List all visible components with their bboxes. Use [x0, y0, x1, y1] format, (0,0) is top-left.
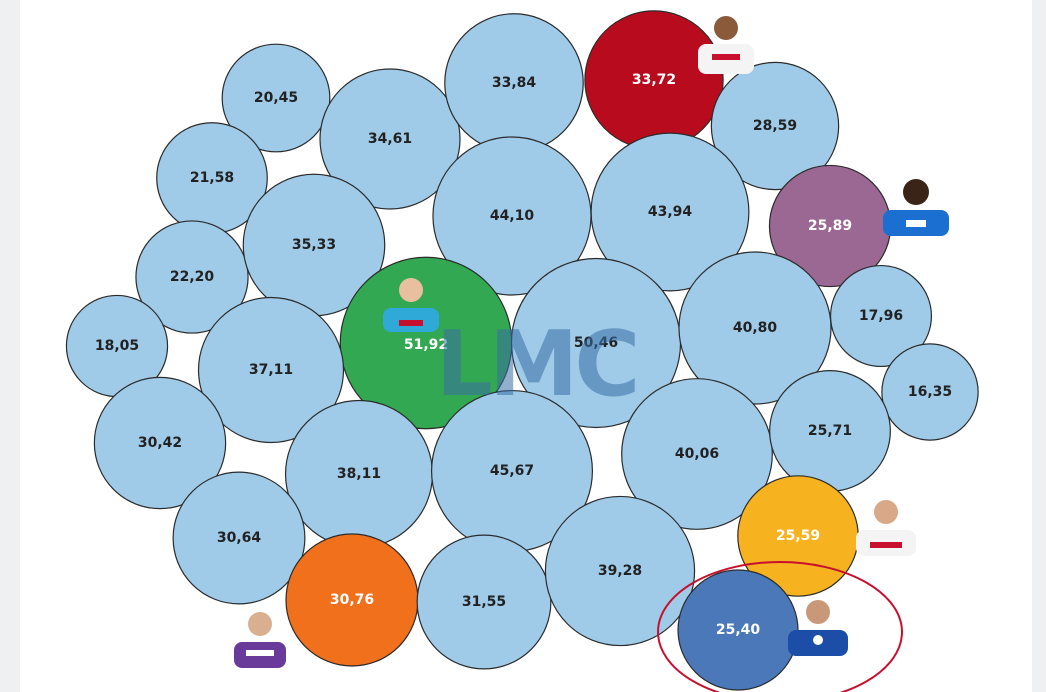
bubble	[544, 495, 696, 647]
player-photo	[788, 600, 848, 656]
player-photo	[234, 612, 286, 668]
player-photo	[383, 278, 439, 332]
value-label: 51,92	[404, 337, 448, 353]
value-label: 25,40	[716, 622, 761, 638]
bubble	[135, 220, 249, 334]
value-label: 25,89	[808, 218, 852, 234]
value-label: 44,10	[490, 208, 535, 224]
value-label: 30,64	[217, 530, 262, 546]
bubble	[172, 471, 306, 605]
value-label: 18,05	[95, 338, 139, 354]
value-label: 37,11	[249, 362, 293, 378]
watermark: LMC	[436, 312, 637, 417]
value-label: 39,28	[598, 563, 642, 579]
value-label: 33,72	[632, 72, 676, 88]
value-label: 31,55	[462, 594, 506, 610]
bubble	[197, 296, 345, 444]
value-label: 40,06	[675, 446, 719, 462]
bubble	[621, 378, 773, 530]
bubble	[710, 61, 840, 191]
value-label: 43,94	[648, 204, 693, 220]
value-label: 30,76	[330, 592, 374, 608]
bubble	[319, 68, 461, 210]
bubbles: 20,45 21,58 22,20 18,05 34,61 33,84 33,72 28,59…	[65, 10, 979, 691]
bubble	[881, 343, 979, 441]
bubble	[829, 264, 933, 368]
value-label: 40,80	[733, 320, 778, 336]
bubble	[416, 534, 552, 670]
value-label: 22,20	[170, 269, 215, 285]
value-label: 35,33	[292, 237, 336, 253]
value-label: 17,96	[859, 308, 903, 324]
value-label: 21,58	[190, 170, 234, 186]
value-label: 25,59	[776, 528, 820, 544]
highlight-ring	[657, 561, 903, 692]
value-label: 45,67	[490, 463, 534, 479]
value-label: 50,46	[574, 335, 618, 351]
player-photos	[234, 16, 949, 668]
value-label: 30,42	[138, 435, 182, 451]
player-photo	[698, 16, 754, 74]
value-label: 34,61	[368, 131, 412, 147]
player-photo	[883, 179, 949, 236]
player-photo	[856, 500, 916, 556]
bubble	[590, 132, 750, 292]
value-label: 28,59	[753, 118, 797, 134]
value-label: 25,71	[808, 423, 852, 439]
bubble	[677, 569, 799, 691]
bubble	[678, 251, 832, 405]
value-label: 20,45	[254, 90, 298, 106]
bubble	[93, 376, 227, 510]
bubble	[221, 43, 331, 153]
value-label: 33,84	[492, 75, 537, 91]
value-label: 16,35	[908, 384, 952, 400]
value-label: 38,11	[337, 466, 381, 482]
